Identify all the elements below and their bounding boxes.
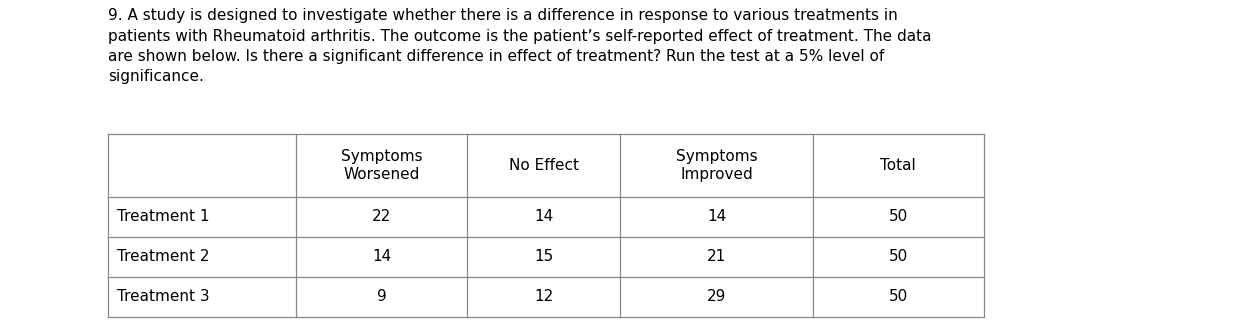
Text: 14: 14 (373, 249, 391, 264)
Text: 50: 50 (889, 290, 908, 304)
Text: 12: 12 (534, 290, 553, 304)
Text: 14: 14 (707, 209, 727, 224)
Text: 29: 29 (707, 290, 727, 304)
Text: Treatment 2: Treatment 2 (117, 249, 209, 264)
Text: Treatment 1: Treatment 1 (117, 209, 209, 224)
Text: 14: 14 (534, 209, 553, 224)
Text: Symptoms
Worsened: Symptoms Worsened (340, 149, 422, 182)
Text: Treatment 3: Treatment 3 (117, 290, 210, 304)
Text: 50: 50 (889, 209, 908, 224)
Text: 50: 50 (889, 249, 908, 264)
Text: 22: 22 (373, 209, 391, 224)
Text: Symptoms
Improved: Symptoms Improved (676, 149, 758, 182)
Text: 15: 15 (534, 249, 553, 264)
Text: 9: 9 (376, 290, 386, 304)
Text: Total: Total (881, 158, 917, 173)
Text: 9. A study is designed to investigate whether there is a difference in response : 9. A study is designed to investigate wh… (108, 8, 932, 85)
Text: No Effect: No Effect (509, 158, 579, 173)
Text: 21: 21 (707, 249, 727, 264)
